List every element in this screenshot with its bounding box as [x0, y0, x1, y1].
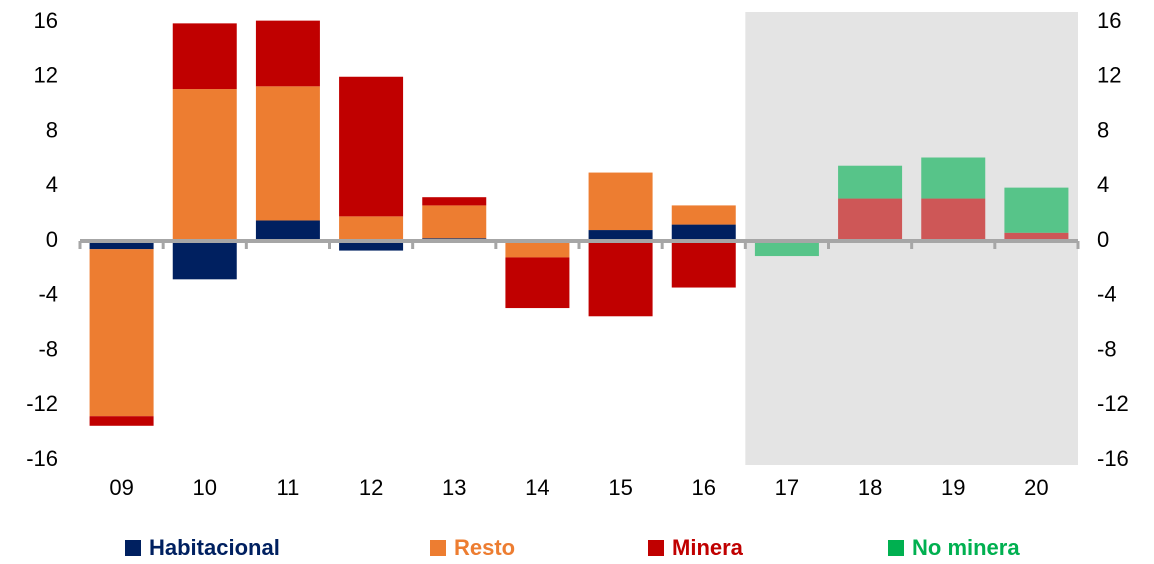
- bar: [339, 76, 404, 217]
- bar: [588, 241, 653, 317]
- y2-tick-label: 16: [1097, 8, 1121, 33]
- bar: [838, 165, 903, 199]
- x-tick-label: 11: [276, 475, 299, 500]
- legend-label: Resto: [454, 535, 515, 560]
- bar: [172, 241, 237, 280]
- bar: [89, 416, 154, 426]
- y2-tick-label: 4: [1097, 172, 1109, 197]
- bar: [921, 198, 986, 241]
- bar: [671, 205, 736, 225]
- x-tick-label: 14: [525, 475, 549, 500]
- bar: [671, 241, 736, 288]
- bar: [255, 220, 320, 241]
- bar: [255, 20, 320, 87]
- bar: [422, 197, 487, 206]
- y2-tick-label: 12: [1097, 63, 1121, 88]
- y2-tick-label: -4: [1097, 282, 1117, 307]
- bar: [588, 230, 653, 241]
- bar: [754, 242, 819, 257]
- x-tick-label: 12: [359, 475, 383, 500]
- bar: [339, 241, 404, 251]
- y-tick-label: 0: [46, 227, 58, 252]
- bar: [89, 249, 154, 417]
- y2-tick-label: -16: [1097, 446, 1129, 471]
- x-tick-label: 13: [442, 475, 466, 500]
- y2-tick-label: -8: [1097, 336, 1117, 361]
- legend-swatch: [125, 540, 141, 556]
- x-tick-label: 20: [1024, 475, 1048, 500]
- y-tick-label: -12: [26, 391, 58, 416]
- y-tick-label: -4: [38, 282, 58, 307]
- bar: [671, 224, 736, 241]
- x-tick-label: 15: [608, 475, 632, 500]
- x-tick-label: 17: [775, 475, 799, 500]
- y-tick-label: -8: [38, 336, 58, 361]
- y-tick-label: 8: [46, 117, 58, 142]
- x-tick-label: 19: [941, 475, 965, 500]
- bar: [172, 89, 237, 241]
- legend-label: Habitacional: [149, 535, 280, 560]
- bar: [505, 241, 570, 258]
- bar: [1004, 232, 1069, 241]
- bar: [255, 86, 320, 221]
- legend-swatch: [888, 540, 904, 556]
- y-tick-label: -16: [26, 446, 58, 471]
- legend-label: No minera: [912, 535, 1020, 560]
- bar: [921, 157, 986, 199]
- y-tick-label: 12: [34, 63, 58, 88]
- x-tick-label: 16: [692, 475, 716, 500]
- bar: [339, 216, 404, 241]
- x-tick-label: 09: [109, 475, 133, 500]
- y2-tick-label: 0: [1097, 227, 1109, 252]
- bar: [838, 198, 903, 241]
- x-tick-label: 18: [858, 475, 882, 500]
- bar: [422, 205, 487, 239]
- legend-swatch: [430, 540, 446, 556]
- bar: [505, 257, 570, 309]
- x-tick-label: 10: [193, 475, 217, 500]
- bar: [588, 172, 653, 231]
- y-tick-label: 4: [46, 172, 58, 197]
- legend-label: Minera: [672, 535, 744, 560]
- y2-tick-label: -12: [1097, 391, 1129, 416]
- bar: [172, 23, 237, 90]
- bar: [1004, 187, 1069, 233]
- y-tick-label: 16: [34, 8, 58, 33]
- legend-swatch: [648, 540, 664, 556]
- bar: [89, 241, 154, 250]
- y2-tick-label: 8: [1097, 117, 1109, 142]
